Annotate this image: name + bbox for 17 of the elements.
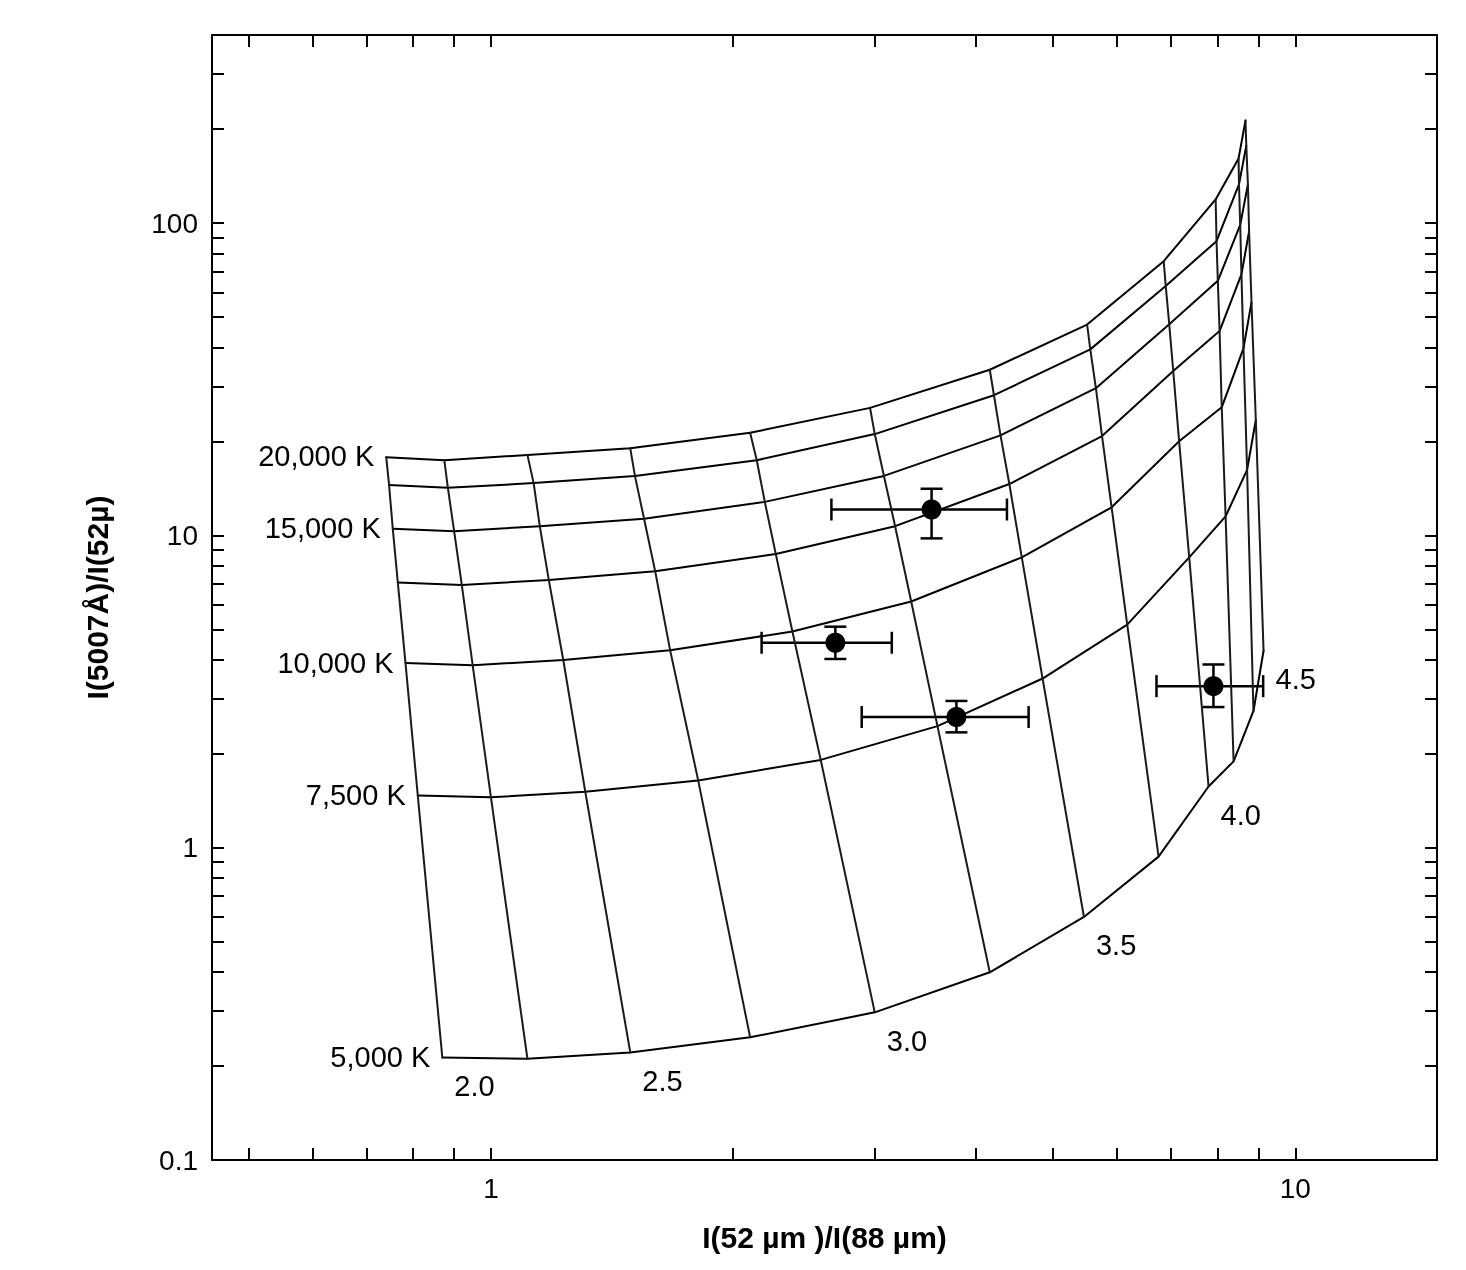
series-label: 15,000 K: [264, 512, 382, 545]
y-axis-title: I(5007Å)/I(52µ): [80, 495, 114, 700]
y-tick-label: 0.1: [159, 1144, 198, 1176]
series-label: 2.5: [642, 1064, 683, 1097]
y-tick-label: 100: [151, 207, 198, 239]
x-axis-title: I(52 µm )/I(88 µm): [702, 1220, 947, 1254]
series-label: 4.5: [1275, 663, 1316, 696]
series-label: 10,000 K: [277, 646, 395, 679]
series-label: 20,000 K: [258, 440, 375, 473]
series-label: 3.0: [886, 1024, 928, 1057]
series-label: 5,000 K: [330, 1041, 431, 1074]
y-tick-label: 10: [166, 519, 198, 551]
y-tick-label: 1: [182, 832, 198, 864]
series-label: 7,500 K: [305, 779, 407, 812]
series-label: 4.0: [1220, 798, 1261, 831]
series-label: 3.5: [1095, 929, 1137, 962]
series-label: 2.0: [454, 1069, 495, 1102]
